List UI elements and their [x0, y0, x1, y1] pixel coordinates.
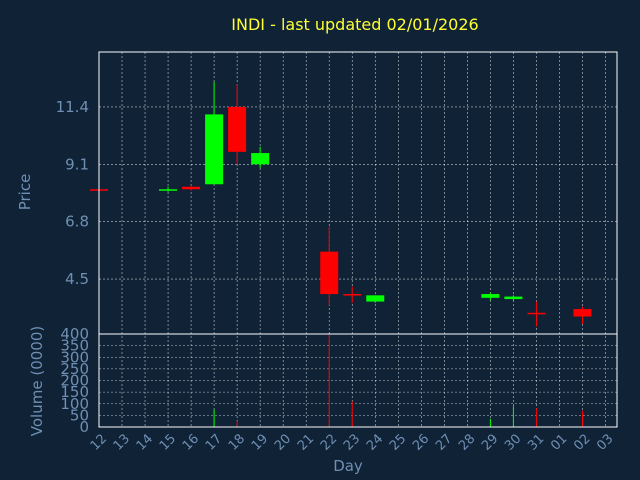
volume-axis-label: Volume (0000): [28, 326, 46, 436]
volume-tick-label: 150: [60, 383, 89, 401]
candle-body: [228, 106, 247, 152]
candle-body: [504, 296, 523, 300]
price-axis-label: Price: [16, 174, 34, 211]
candle-body: [366, 295, 385, 302]
candle-body: [182, 186, 201, 190]
price-tick-label: 11.4: [56, 98, 89, 116]
volume-tick-label: 300: [60, 348, 89, 366]
price-y-ticks: 4.5 6.8 9.1 11.4: [56, 98, 89, 288]
volume-tick-label: 0: [79, 418, 89, 436]
price-tick-label: 6.8: [65, 213, 89, 231]
candle-body: [320, 251, 339, 295]
volume-tick-label: 250: [60, 360, 89, 378]
candle-body: [343, 294, 362, 296]
x-axis-label: Day: [333, 457, 363, 475]
volume-bars: [213, 334, 583, 427]
candle-body: [251, 153, 270, 165]
volume-tick-label: 50: [70, 406, 89, 424]
candle-body: [205, 114, 224, 185]
candle-body: [573, 309, 592, 317]
candle-body: [481, 294, 500, 298]
candle-body: [527, 312, 546, 315]
volume-tick-label: 350: [60, 337, 89, 355]
volume-tick-label: 200: [60, 372, 89, 390]
volume-tick-label: 100: [60, 395, 89, 413]
chart-title: INDI - last updated 02/01/2026: [231, 15, 478, 34]
candlesticks: [90, 81, 592, 327]
volume-tick-label: 400: [60, 325, 89, 343]
price-tick-label: 9.1: [65, 155, 89, 173]
x-ticks: 12 13 14 15 16 17 18 19 20 21 22 23 24 25 26 27 28 29 30 31…: [88, 431, 617, 453]
candle-body: [159, 189, 178, 191]
price-gridlines: [98, 52, 617, 427]
volume-panel-frame: [98, 333, 618, 428]
price-tick-label: 4.5: [65, 270, 89, 288]
